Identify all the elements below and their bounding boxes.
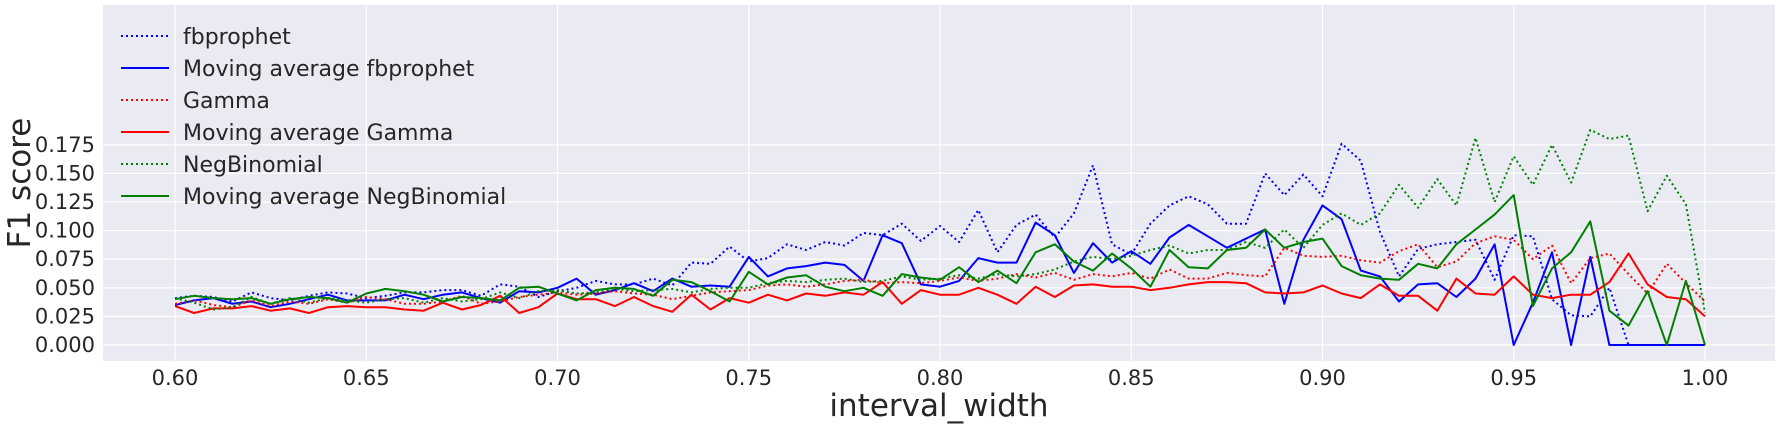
x-tick-label: 0.60 (152, 366, 199, 390)
x-tick-label: 0.65 (343, 366, 390, 390)
legend-label-4: NegBinomial (183, 153, 323, 178)
y-tick-label: 0.100 (35, 219, 95, 243)
x-tick-label: 1.00 (1682, 366, 1729, 390)
x-tick-label: 0.75 (725, 366, 772, 390)
legend-label-3: Moving average Gamma (183, 121, 453, 146)
y-tick-labels: 0.000 0.025 0.050 0.075 0.100 0.125 0.150 0.175 (35, 133, 95, 357)
x-tick-label: 0.85 (1108, 366, 1155, 390)
y-axis-title: F1 score (2, 118, 38, 249)
x-tick-label: 0.70 (534, 366, 581, 390)
legend-label-1: Moving average fbprophet (183, 57, 475, 82)
grid-lines (103, 5, 1775, 361)
series-line-4 (174, 128, 1706, 314)
y-tick-label: 0.025 (35, 304, 95, 328)
y-tick-label: 0.150 (35, 161, 95, 185)
legend: fbprophet Moving average fbprophet Gamma Mo… (121, 25, 506, 210)
x-tick-label: 0.80 (917, 366, 964, 390)
x-tick-label: 0.95 (1490, 366, 1537, 390)
plot-background (103, 5, 1775, 361)
series-layer (174, 128, 1706, 346)
legend-label-2: Gamma (183, 89, 270, 114)
y-tick-label: 0.050 (35, 276, 95, 300)
x-axis-title: interval_width (829, 388, 1048, 424)
y-tick-label: 0.125 (35, 190, 95, 214)
series-line-0 (174, 142, 1705, 346)
x-tick-label: 0.90 (1299, 366, 1346, 390)
y-tick-label: 0.175 (35, 133, 95, 157)
x-tick-labels: 0.60 0.65 0.70 0.75 0.80 0.85 0.90 0.95 1.00 (152, 366, 1729, 390)
y-tick-label: 0.000 (35, 333, 95, 357)
series-line-3 (174, 252, 1706, 318)
series-line-5 (174, 194, 1706, 346)
legend-label-5: Moving average NegBinomial (183, 185, 506, 210)
y-tick-label: 0.075 (35, 247, 95, 271)
legend-label-0: fbprophet (183, 25, 291, 50)
series-line-2 (174, 235, 1706, 309)
